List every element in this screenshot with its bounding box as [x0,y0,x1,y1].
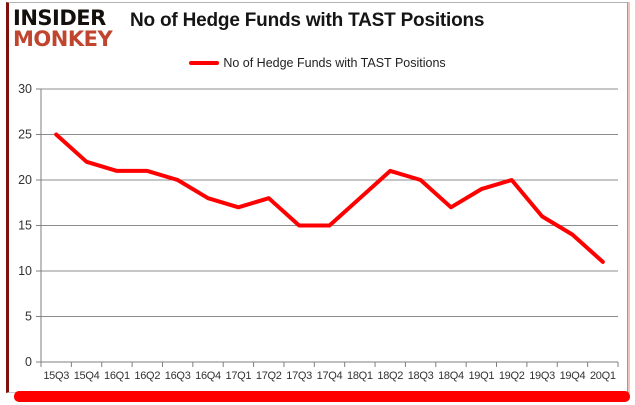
bottom-red-bar [14,391,630,402]
x-tick-label: 18Q1 [347,370,373,382]
x-tick-label: 18Q3 [408,370,434,382]
x-tick-label: 19Q2 [499,370,525,382]
logo-word-insider: INSIDER [13,6,106,30]
x-tick-label: 16Q3 [165,370,191,382]
x-tick-label: 17Q1 [226,370,252,382]
x-tick-label: 20Q1 [590,370,616,382]
y-tick-label: 10 [18,264,32,278]
logo-word-monkey: MONKEY [13,26,113,51]
y-tick-label: 25 [18,128,32,142]
legend-line-swatch [189,61,220,65]
y-tick-label: 0 [25,355,32,369]
x-tick-label: 15Q3 [43,370,69,382]
x-tick-label: 19Q4 [560,370,586,382]
legend-label: No of Hedge Funds with TAST Positions [223,56,446,70]
insider-monkey-logo: INSIDER MONKEY [13,6,113,51]
x-tick-label: 18Q2 [377,370,403,382]
x-tick-label: 17Q2 [256,370,282,382]
x-tick-label: 16Q2 [134,370,160,382]
x-tick-label: 19Q1 [468,370,494,382]
y-tick-label: 5 [25,310,32,324]
x-tick-label: 16Q1 [104,370,130,382]
x-tick-label: 18Q4 [438,370,464,382]
x-tick-label: 19Q3 [529,370,555,382]
x-tick-label: 17Q3 [286,370,312,382]
x-tick-label: 15Q4 [74,370,100,382]
x-tick-label: 17Q4 [317,370,343,382]
y-tick-label: 30 [18,82,32,96]
y-tick-label: 20 [18,173,32,187]
chart-legend: No of Hedge Funds with TAST Positions [0,56,635,70]
y-tick-label: 15 [18,219,32,233]
data-series-line [54,132,605,264]
x-tick-label: 16Q4 [195,370,221,382]
chart-title: No of Hedge Funds with TAST Positions [130,10,485,31]
